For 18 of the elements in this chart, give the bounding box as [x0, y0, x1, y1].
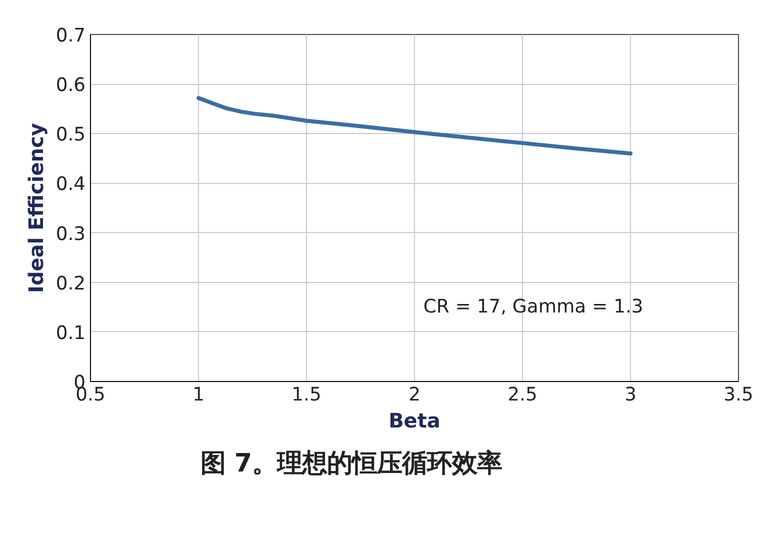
x-tick-label: 1 — [192, 384, 204, 406]
y-tick-label: 0.4 — [56, 174, 86, 196]
line-series — [196, 96, 632, 156]
x-tick-label: 2.5 — [508, 384, 538, 406]
x-tick-label: 1.5 — [292, 384, 322, 406]
y-tick-label: 0.1 — [56, 322, 86, 344]
caption: 图 7。理想的恒压循环效率 — [200, 448, 502, 478]
y-tick-label: 0.6 — [56, 75, 86, 96]
annotation: CR = 17, Gamma = 1.3 — [423, 296, 644, 318]
x-tick-label: 3 — [624, 384, 636, 406]
y-tick-label: 0.5 — [56, 124, 86, 146]
y-tick-label: 0.7 — [56, 26, 86, 46]
y-axis-title: Ideal Efficiency — [24, 122, 48, 294]
x-axis-title: Beta — [388, 408, 440, 432]
x-tick-label: 3.5 — [724, 384, 754, 406]
x-tick-label: 2 — [408, 384, 420, 406]
y-tick-label: 0.2 — [56, 273, 86, 294]
y-tick-label: 0.3 — [56, 224, 86, 245]
